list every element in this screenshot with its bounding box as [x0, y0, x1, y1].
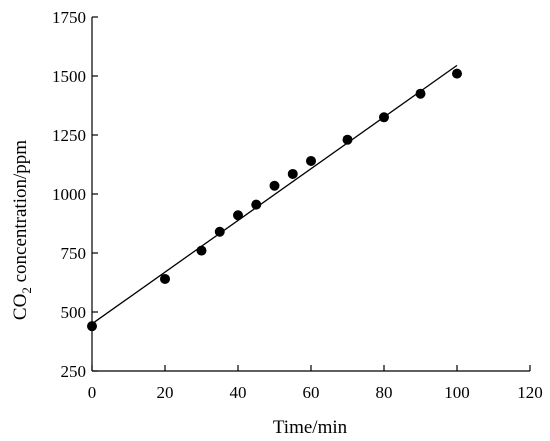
plot-area	[91, 64, 458, 325]
x-axis: 0 20 40 60 80 100 120	[88, 365, 543, 402]
data-point	[415, 88, 426, 99]
x-tick-label: 120	[517, 383, 543, 402]
y-tick-label: 1500	[52, 67, 86, 86]
x-tick-label: 40	[230, 383, 247, 402]
y-tick-label: 500	[61, 303, 87, 322]
x-tick-label: 20	[157, 383, 174, 402]
x-tick-label: 100	[444, 383, 470, 402]
x-tick-label: 0	[88, 383, 97, 402]
y-tick-label: 750	[61, 244, 87, 263]
data-point	[269, 180, 280, 191]
data-point	[87, 321, 97, 332]
data-point	[287, 168, 298, 179]
data-point	[452, 68, 462, 79]
y-axis-title-subscript: 2	[19, 287, 34, 294]
y-axis: 250 500 750 1000 1250 1500 1750	[52, 8, 98, 381]
x-axis-title: Time/min	[273, 417, 348, 438]
data-points	[87, 68, 462, 332]
y-tick-label: 1000	[52, 185, 86, 204]
data-point	[160, 273, 170, 284]
y-axis-title-main: CO	[10, 294, 31, 320]
x-tick-label: 60	[303, 383, 320, 402]
fit-line	[91, 64, 458, 325]
y-tick-label: 1250	[52, 126, 86, 145]
x-tick-label: 80	[376, 383, 393, 402]
data-point	[251, 199, 262, 210]
data-point	[342, 134, 353, 145]
y-tick-label: 1750	[52, 8, 86, 27]
y-axis-title: CO2 concentration/ppm	[10, 140, 34, 320]
data-point	[233, 210, 243, 221]
data-point	[214, 226, 225, 237]
data-point	[306, 155, 316, 166]
y-axis-title-rest: concentration/ppm	[10, 140, 31, 287]
data-point	[379, 112, 389, 123]
y-tick-label: 250	[61, 362, 87, 381]
data-point	[196, 245, 207, 256]
